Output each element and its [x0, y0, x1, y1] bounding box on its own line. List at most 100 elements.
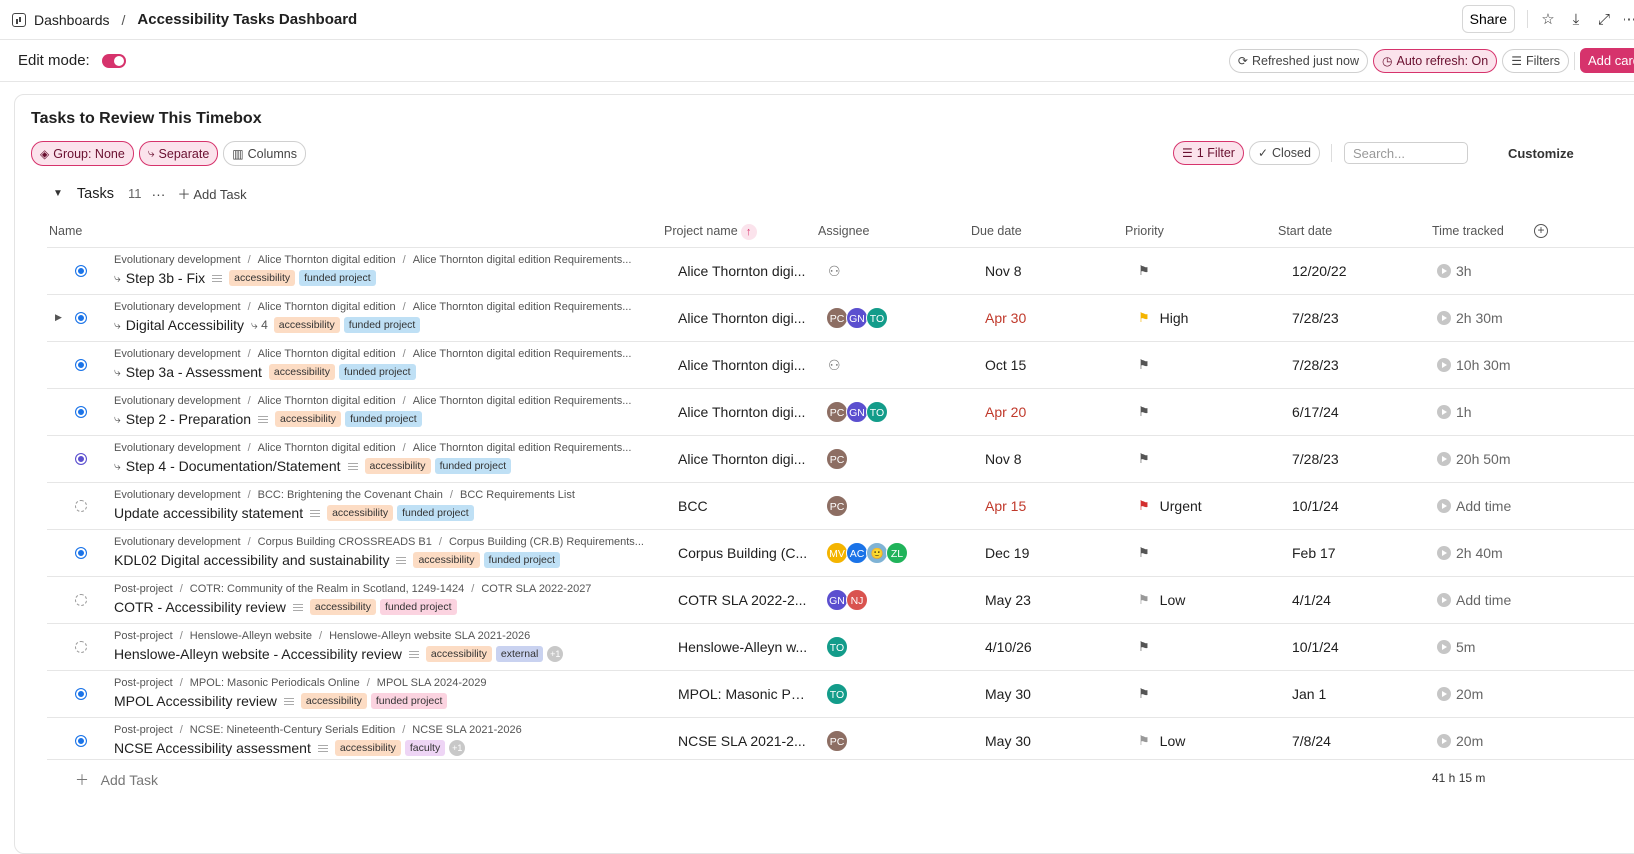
assignee-list[interactable]: GN NJ [826, 589, 868, 611]
start-date[interactable]: 12/20/22 [1292, 263, 1347, 279]
table-row[interactable]: Post-project / COTR: Community of the Real… [47, 576, 1634, 623]
group-add-task-button[interactable]: ＋ Add Task [177, 187, 247, 202]
start-date[interactable]: 7/28/23 [1292, 310, 1339, 326]
path-segment[interactable]: Henslowe-Alleyn website [189, 630, 313, 642]
expand-row-icon[interactable]: ▶ [55, 312, 62, 322]
status-icon[interactable] [75, 453, 87, 465]
status-icon[interactable] [75, 312, 87, 324]
more-options-icon[interactable]: ⋯ [1624, 11, 1634, 27]
breadcrumb-dashboards-link[interactable]: Dashboards [34, 11, 110, 28]
column-header-start[interactable]: Start date [1278, 224, 1333, 238]
due-date[interactable]: Nov 8 [985, 263, 1022, 279]
project-name[interactable]: NCSE SLA 2021-2... [678, 733, 806, 749]
assignee-list[interactable]: PC GN TO [826, 401, 888, 423]
task-name[interactable]: Step 3b - Fix [125, 270, 206, 286]
assignee-list[interactable]: ⚇ [826, 354, 846, 374]
path-segment[interactable]: Post-project [114, 630, 173, 642]
project-name[interactable]: Alice Thornton digi... [678, 310, 806, 326]
start-date[interactable]: 7/28/23 [1292, 357, 1339, 373]
priority-cell[interactable]: ⚑ [1138, 263, 1160, 279]
assignee-list[interactable]: PC [826, 495, 848, 517]
path-segment[interactable]: MPOL SLA 2024-2029 [376, 677, 487, 689]
filter-count-button[interactable]: ☰ 1 Filter [1173, 141, 1244, 165]
priority-cell[interactable]: ⚑ Low [1138, 592, 1185, 608]
path-segment[interactable]: COTR SLA 2022-2027 [481, 583, 592, 595]
tag[interactable]: accessibility [300, 693, 367, 709]
path-segment[interactable]: Alice Thornton digital edition [257, 254, 396, 266]
search-input[interactable]: Search... [1343, 142, 1468, 164]
table-row[interactable]: Post-project / NCSE: Nineteenth-Century Se… [47, 717, 1634, 764]
time-tracked[interactable]: 20m [1437, 733, 1483, 749]
tag[interactable]: funded project [379, 599, 457, 615]
time-tracked[interactable]: 2h 30m [1437, 310, 1503, 326]
table-row[interactable]: Post-project / Henslowe-Alleyn website / Hen… [47, 623, 1634, 670]
tag[interactable]: accessibility [327, 505, 394, 521]
time-tracked[interactable]: 20h 50m [1437, 451, 1510, 467]
play-icon[interactable] [1437, 687, 1451, 701]
priority-cell[interactable]: ⚑ [1138, 639, 1160, 655]
avatar[interactable]: PC [826, 730, 848, 752]
tag[interactable]: faculty [404, 740, 446, 756]
play-icon[interactable] [1437, 358, 1451, 372]
status-icon[interactable] [75, 735, 87, 747]
separate-button[interactable]: ⤷ Separate [138, 141, 219, 166]
add-column-icon[interactable]: + [1534, 224, 1548, 238]
avatar[interactable]: GN [826, 589, 848, 611]
tag[interactable]: accessibility [334, 740, 401, 756]
start-date[interactable]: 10/1/24 [1292, 639, 1339, 655]
path-segment[interactable]: BCC: Brightening the Covenant Chain [257, 489, 443, 501]
project-name[interactable]: Alice Thornton digi... [678, 263, 806, 279]
tag[interactable]: funded project [483, 552, 561, 568]
columns-button[interactable]: ▥ Columns [223, 141, 306, 166]
avatar[interactable]: GN [846, 401, 868, 423]
tag[interactable]: funded project [370, 693, 448, 709]
avatar[interactable]: GN [846, 307, 868, 329]
path-segment[interactable]: Evolutionary development [114, 301, 241, 313]
due-date[interactable]: 4/10/26 [985, 639, 1032, 655]
table-row[interactable]: Evolutionary development / Alice Thornton … [47, 341, 1634, 388]
task-name[interactable]: KDL02 Digital accessibility and sustaina… [114, 552, 390, 568]
avatar[interactable]: TO [866, 307, 888, 329]
start-date[interactable]: 4/1/24 [1292, 592, 1331, 608]
priority-cell[interactable]: ⚑ [1138, 357, 1160, 373]
time-tracked[interactable]: 5m [1437, 639, 1475, 655]
due-date[interactable]: Nov 8 [985, 451, 1022, 467]
play-icon[interactable] [1437, 640, 1451, 654]
status-icon[interactable] [75, 594, 87, 606]
avatar[interactable]: AC [846, 542, 868, 564]
path-segment[interactable]: Evolutionary development [114, 442, 241, 454]
more-tags-badge[interactable]: +1 [547, 646, 564, 662]
project-name[interactable]: MPOL: Masonic Pe... [678, 686, 808, 702]
avatar[interactable]: MV [826, 542, 848, 564]
priority-cell[interactable]: ⚑ High [1138, 310, 1188, 326]
task-name[interactable]: Step 3a - Assessment [125, 364, 262, 380]
column-header-assignee[interactable]: Assignee [818, 224, 870, 238]
time-tracked[interactable]: 2h 40m [1437, 545, 1503, 561]
tag[interactable]: funded project [345, 411, 422, 427]
table-row[interactable]: Evolutionary development / Alice Thornton … [47, 388, 1634, 435]
play-icon[interactable] [1437, 405, 1451, 419]
path-segment[interactable]: Henslowe-Alleyn website SLA 2021-2026 [329, 630, 531, 642]
star-icon[interactable]: ☆ [1541, 11, 1555, 28]
subtask-count[interactable]: ⤷ 4 [251, 317, 268, 332]
time-tracked[interactable]: Add time [1437, 592, 1511, 608]
due-date[interactable]: Apr 30 [985, 310, 1027, 326]
path-segment[interactable]: Alice Thornton digital edition Requireme… [412, 254, 632, 266]
avatar[interactable]: TO [826, 683, 848, 705]
table-row[interactable]: Evolutionary development / BCC: Brightenin… [47, 482, 1634, 529]
avatar[interactable]: NJ [846, 589, 868, 611]
more-tags-badge[interactable]: +1 [449, 740, 466, 756]
time-tracked[interactable]: 10h 30m [1437, 357, 1510, 373]
task-name[interactable]: Step 2 - Preparation [125, 411, 252, 427]
tag[interactable]: funded project [299, 270, 376, 286]
group-button[interactable]: ◈ Group: None [31, 141, 134, 166]
status-icon[interactable] [75, 641, 87, 653]
project-name[interactable]: Alice Thornton digi... [678, 404, 806, 420]
play-icon[interactable] [1437, 452, 1451, 466]
path-segment[interactable]: Corpus Building CROSSREADS B1 [257, 536, 432, 548]
download-icon[interactable]: ⤓ [1572, 10, 1580, 28]
tag[interactable]: external [495, 646, 544, 662]
time-tracked[interactable]: 1h [1437, 404, 1472, 420]
column-header-time[interactable]: Time tracked [1432, 224, 1504, 238]
tag[interactable]: accessibility [309, 599, 376, 615]
